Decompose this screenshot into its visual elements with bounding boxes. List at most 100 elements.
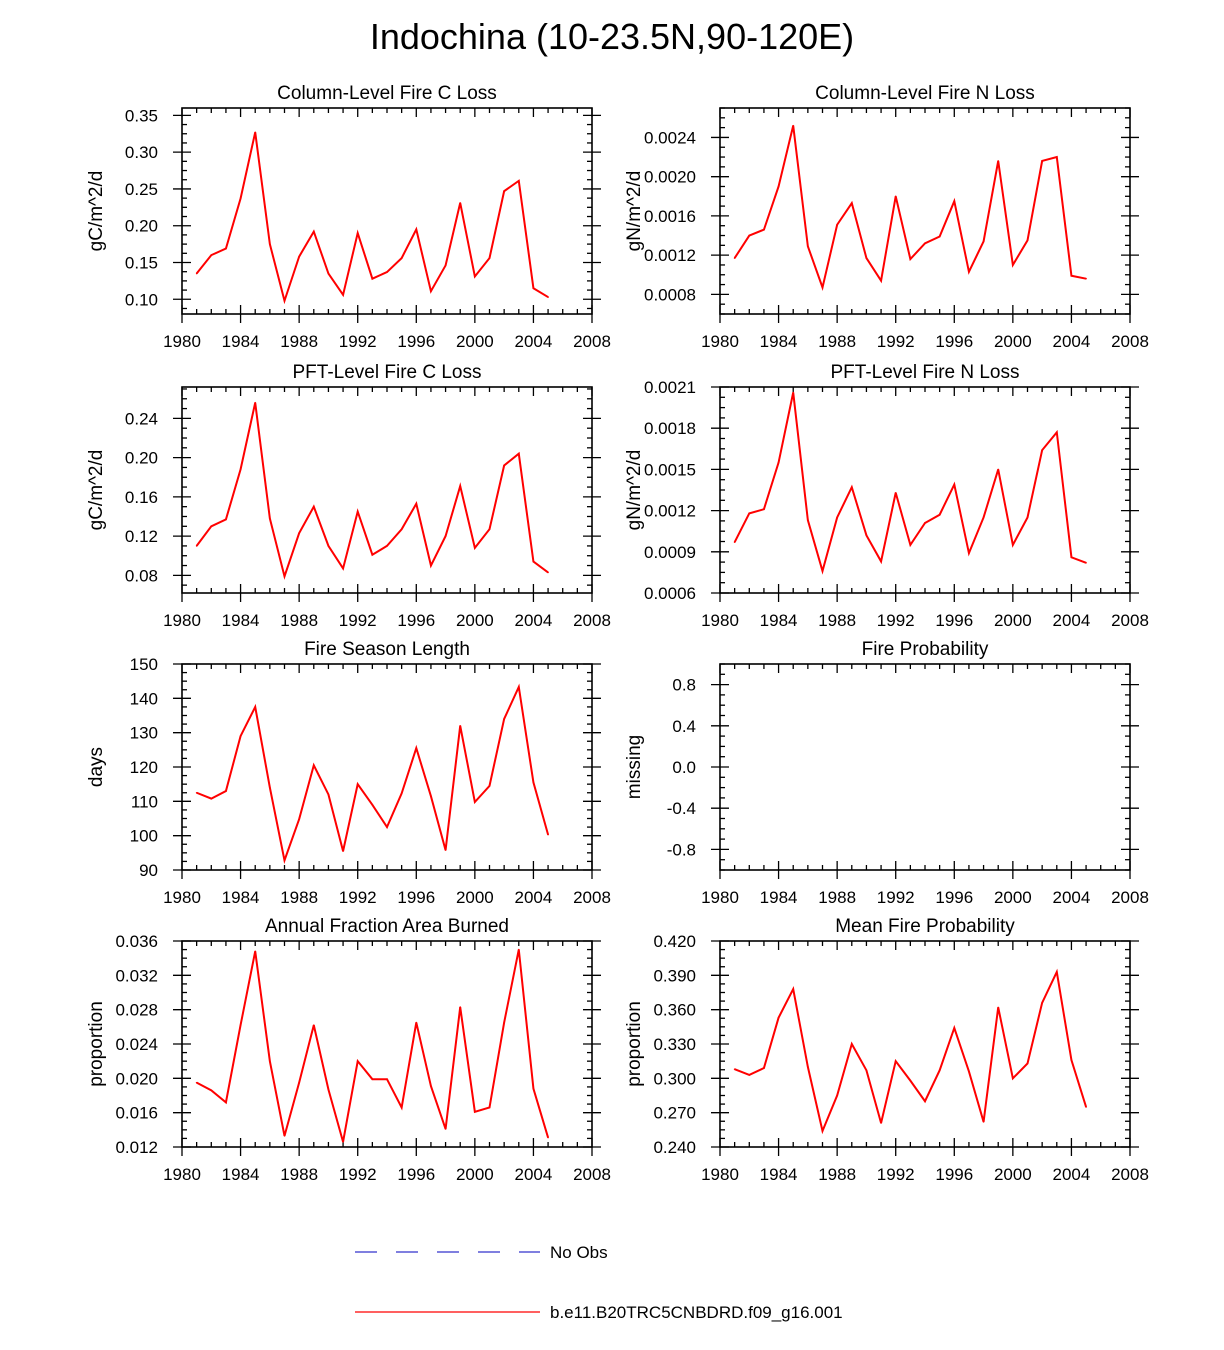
x-tick-label: 2000: [456, 888, 494, 907]
data-point: [821, 1130, 824, 1132]
x-tick-label: 2004: [515, 888, 553, 907]
data-point: [997, 160, 1000, 162]
legend-item-1: No Obs: [355, 1243, 608, 1262]
y-tick-label: 110: [131, 792, 158, 811]
data-point: [239, 735, 242, 737]
data-point: [356, 510, 359, 513]
data-point: [415, 228, 418, 231]
x-tick-label: 1988: [818, 1165, 856, 1184]
data-point: [474, 801, 476, 803]
data-point: [836, 516, 838, 519]
data-point: [748, 1074, 751, 1076]
data-point: [968, 552, 970, 554]
y-tick-label: 140: [130, 689, 158, 708]
data-point: [1012, 1077, 1014, 1080]
data-point: [195, 791, 198, 794]
y-axis-label: gN/m^2/d: [624, 171, 645, 252]
data-point: [503, 190, 505, 192]
x-tick-label: 1988: [818, 611, 856, 630]
x-tick-label: 1984: [222, 332, 260, 351]
x-tick-label: 2004: [1053, 888, 1091, 907]
x-tick-label: 1992: [339, 332, 377, 351]
data-point: [807, 1066, 809, 1068]
data-point: [532, 781, 535, 784]
data-point: [982, 240, 985, 243]
data-point: [1041, 449, 1043, 451]
data-point: [748, 512, 751, 515]
data-point: [488, 257, 491, 259]
data-point: [924, 1100, 926, 1103]
data-point: [459, 725, 462, 727]
x-tick-label: 1988: [818, 332, 856, 351]
data-point: [953, 200, 956, 202]
data-point: [517, 948, 520, 951]
y-tick-label: 0.0012: [644, 246, 696, 265]
data-point: [763, 508, 765, 511]
data-point: [850, 202, 853, 204]
data-point: [210, 797, 213, 800]
chart-panel-1: Column-Level Fire C Loss gC/m^2/d 1980 1984…: [86, 83, 611, 351]
y-tick-label: 0.420: [653, 932, 696, 951]
data-point: [850, 486, 853, 489]
data-point: [283, 575, 286, 578]
data-point: [777, 1016, 780, 1019]
data-point: [1055, 431, 1058, 434]
y-axis-label: gC/m^2/d: [86, 171, 107, 252]
data-point: [792, 391, 795, 394]
data-point: [474, 547, 476, 549]
chart-title: Annual Fraction Area Burned: [265, 916, 509, 937]
x-tick-label: 2000: [994, 1165, 1032, 1184]
data-point: [938, 1069, 941, 1072]
data-point: [415, 1021, 418, 1024]
data-point: [283, 299, 286, 302]
data-point: [327, 1088, 330, 1091]
data-point: [924, 242, 926, 245]
data-point: [894, 1060, 897, 1062]
chart-panel-3: PFT-Level Fire C Loss gC/m^2/d 1980 1984 198…: [86, 362, 611, 630]
data-point: [880, 560, 882, 563]
x-tick-label: 1980: [701, 611, 739, 630]
data-point: [748, 234, 751, 237]
x-tick-label: 1996: [935, 1165, 973, 1184]
data-point: [953, 1027, 956, 1029]
data-point: [400, 257, 403, 259]
data-point: [763, 228, 765, 231]
y-tick-label: 0.0006: [644, 584, 696, 603]
x-tick-label: 1992: [339, 1165, 377, 1184]
data-point: [733, 257, 736, 259]
data-point: [312, 1024, 315, 1026]
data-point: [298, 1081, 300, 1084]
series-line-1: [733, 125, 1087, 292]
data-point: [850, 1043, 853, 1045]
chart-title: PFT-Level Fire N Loss: [831, 362, 1020, 383]
legend-label: No Obs: [550, 1243, 608, 1262]
data-point: [836, 1094, 838, 1097]
x-tick-label: 1984: [222, 611, 260, 630]
x-tick-label: 2000: [456, 611, 494, 630]
data-point: [517, 686, 520, 688]
data-point: [865, 1069, 868, 1072]
x-tick-label: 1980: [701, 1165, 739, 1184]
data-point: [210, 1089, 213, 1092]
data-point: [517, 452, 520, 455]
data-point: [1012, 264, 1014, 266]
data-point: [1055, 156, 1058, 158]
x-tick-label: 1980: [163, 888, 201, 907]
data-point: [488, 528, 491, 531]
x-tick-label: 2008: [573, 611, 611, 630]
data-point: [997, 1006, 1000, 1009]
data-point: [210, 254, 213, 256]
data-point: [532, 560, 535, 563]
chart-panel-6: Fire Probability missing 1980 1984 1988 1992 1…: [624, 639, 1149, 907]
data-point: [269, 1060, 271, 1062]
plot-frame: [719, 386, 1131, 594]
y-tick-label: 0.0016: [644, 207, 696, 226]
y-tick-label: 0.330: [653, 1035, 696, 1054]
chart-title: Fire Season Length: [304, 639, 470, 660]
data-point: [909, 544, 912, 546]
y-tick-label: 0.024: [115, 1035, 158, 1054]
data-point: [225, 1101, 227, 1104]
y-tick-label: 0.10: [125, 290, 158, 309]
data-point: [982, 516, 985, 519]
plot-frame: [719, 107, 1131, 315]
